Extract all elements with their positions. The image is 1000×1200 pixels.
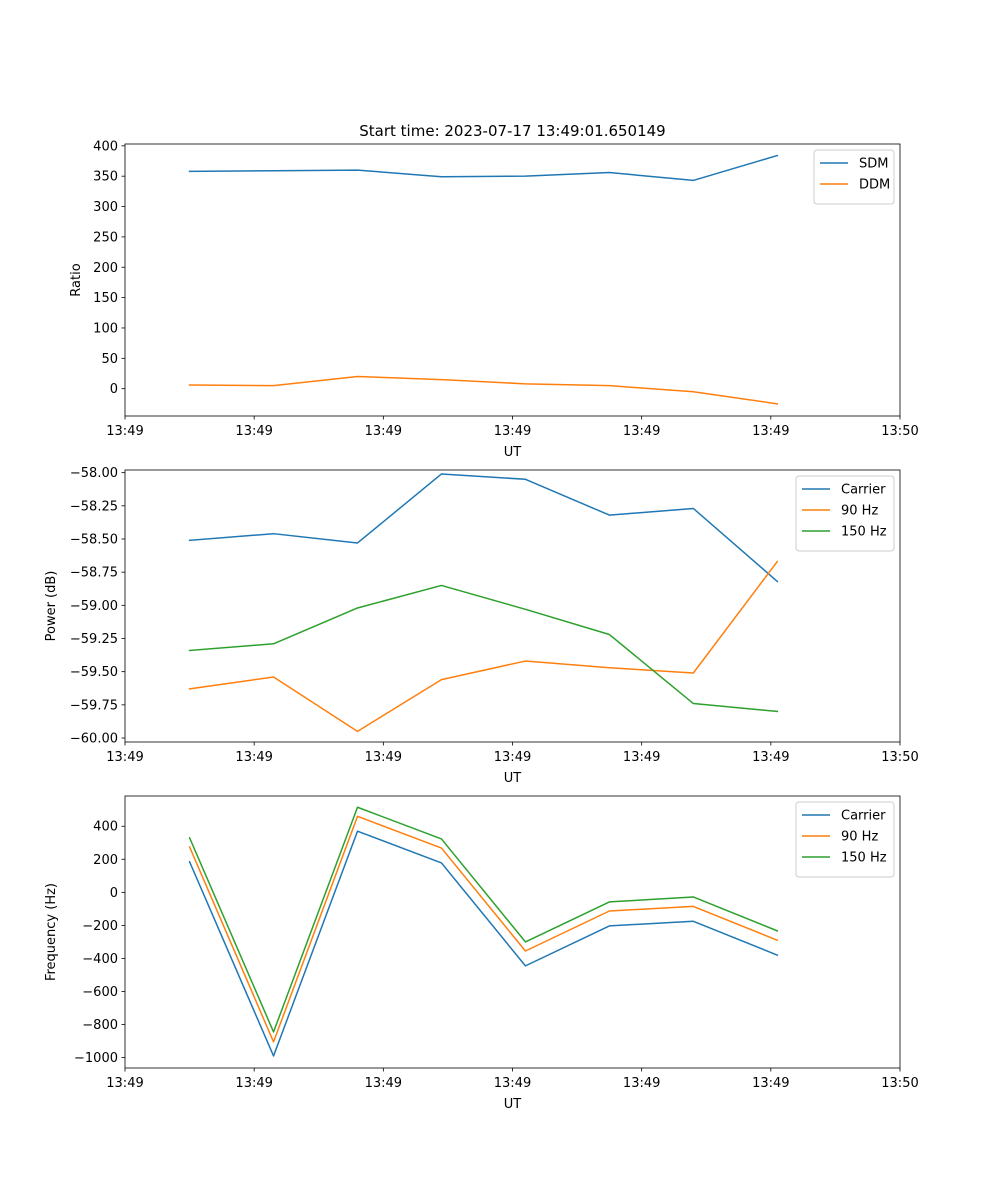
- y-tick-label: 50: [101, 352, 118, 367]
- y-tick-label: −59.00: [70, 599, 118, 614]
- y-tick-label: −58.50: [70, 532, 118, 547]
- x-tick-label: 13:49: [365, 1076, 402, 1091]
- legend: SDM DDM: [813, 149, 895, 205]
- plot-area: [125, 144, 900, 416]
- plot-area: [125, 796, 900, 1068]
- y-tick-label: −1000: [74, 1051, 118, 1066]
- x-tick-label: 13:50: [881, 424, 918, 439]
- x-tick-label: 13:50: [881, 750, 918, 765]
- legend: Carrier 90 Hz 150 Hz: [795, 475, 895, 552]
- y-tick-label: 400: [93, 139, 118, 154]
- figure-title: Start time: 2023-07-17 13:49:01.650149: [359, 122, 665, 140]
- x-tick-label: 13:49: [235, 424, 272, 439]
- legend-label: Carrier: [841, 809, 886, 824]
- legend: Carrier 90 Hz 150 Hz: [795, 801, 895, 878]
- x-tick-label: 13:49: [106, 750, 143, 765]
- x-tick-label: 13:49: [494, 424, 531, 439]
- x-axis-label: UT: [504, 1097, 522, 1112]
- y-tick-label: −60.00: [70, 732, 118, 747]
- x-tick-label: 13:49: [235, 1076, 272, 1091]
- series-line-150-hz: [188, 806, 779, 1033]
- x-tick-label: 13:49: [752, 750, 789, 765]
- y-tick-label: 350: [93, 170, 118, 185]
- legend-label: Carrier: [841, 483, 886, 498]
- series-line-sdm: [188, 154, 779, 182]
- x-tick-label: 13:49: [365, 750, 402, 765]
- legend-label: 90 Hz: [841, 504, 878, 519]
- y-tick-label: 0: [110, 886, 118, 901]
- y-tick-label: 200: [93, 261, 118, 276]
- legend-label: 150 Hz: [841, 851, 887, 866]
- series-line-90-hz: [188, 560, 779, 733]
- y-tick-label: 100: [93, 321, 118, 336]
- y-tick-label: −200: [82, 919, 118, 934]
- x-tick-label: 13:49: [752, 424, 789, 439]
- y-tick-label: 300: [93, 200, 118, 215]
- x-tick-label: 13:49: [623, 750, 660, 765]
- x-tick-label: 13:49: [106, 1076, 143, 1091]
- y-tick-label: 400: [93, 820, 118, 835]
- y-tick-label: −58.75: [70, 566, 118, 581]
- legend-label: DDM: [859, 178, 890, 193]
- y-tick-label: −600: [82, 985, 118, 1000]
- panel-1: 13:49 13:49 13:49 13:49 13:49 13:49 13:50 0 50 10…: [69, 139, 919, 460]
- y-tick-label: 250: [93, 230, 118, 245]
- y-axis-label: Frequency (Hz): [44, 883, 59, 981]
- series-line-ddm: [188, 375, 779, 405]
- series-line-carrier: [188, 473, 779, 583]
- panel-2: 13:49 13:49 13:49 13:49 13:49 13:49 13:50 −60.0…: [44, 466, 919, 786]
- y-tick-label: 0: [110, 382, 118, 397]
- y-tick-label: −59.50: [70, 665, 118, 680]
- legend-box: [795, 475, 895, 552]
- y-tick-label: 200: [93, 853, 118, 868]
- y-tick-label: −59.75: [70, 698, 118, 713]
- x-tick-label: 13:49: [365, 424, 402, 439]
- series-line-carrier: [188, 830, 779, 1057]
- panel-3: 13:49 13:49 13:49 13:49 13:49 13:49 13:50 −1000…: [44, 795, 919, 1112]
- x-tick-label: 13:49: [235, 750, 272, 765]
- series-line-150-hz: [188, 584, 779, 713]
- series-line-90-hz: [188, 815, 779, 1043]
- x-tick-label: 13:50: [881, 1076, 918, 1091]
- x-tick-label: 13:49: [752, 1076, 789, 1091]
- y-tick-label: 150: [93, 291, 118, 306]
- x-tick-label: 13:49: [494, 750, 531, 765]
- x-tick-label: 13:49: [623, 424, 660, 439]
- y-tick-label: −58.00: [70, 466, 118, 481]
- y-axis-label: Ratio: [69, 263, 84, 296]
- legend-label: SDM: [859, 157, 888, 172]
- y-tick-label: −400: [82, 952, 118, 967]
- y-tick-label: −59.25: [70, 632, 118, 647]
- y-tick-label: −800: [82, 1018, 118, 1033]
- legend-label: 90 Hz: [841, 830, 878, 845]
- y-tick-label: −58.25: [70, 499, 118, 514]
- y-axis-label: Power (dB): [44, 571, 59, 642]
- legend-label: 150 Hz: [841, 525, 887, 540]
- legend-box: [795, 801, 895, 878]
- x-axis-label: UT: [504, 771, 522, 786]
- x-tick-label: 13:49: [494, 1076, 531, 1091]
- x-tick-label: 13:49: [623, 1076, 660, 1091]
- x-tick-label: 13:49: [106, 424, 143, 439]
- x-axis-label: UT: [504, 445, 522, 460]
